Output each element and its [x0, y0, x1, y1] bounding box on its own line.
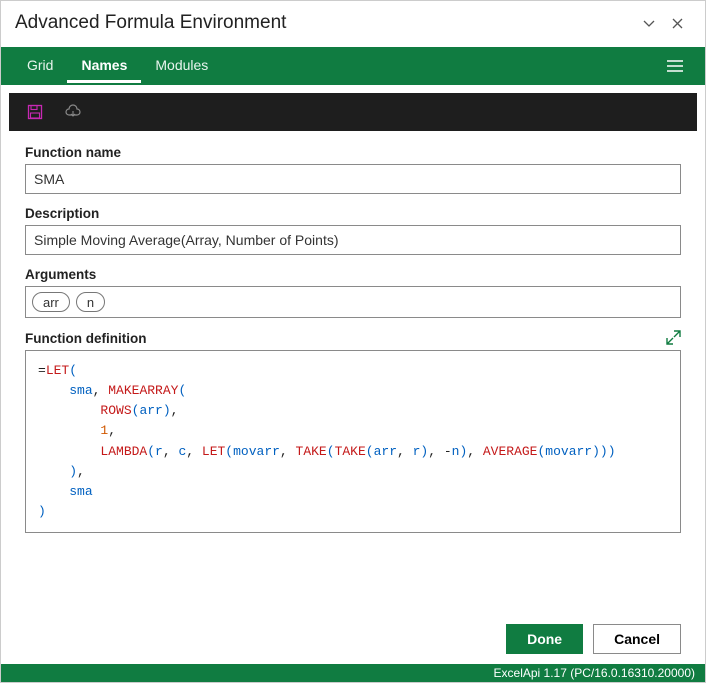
description-input[interactable] — [25, 225, 681, 255]
function-name-label: Function name — [25, 145, 681, 160]
close-button[interactable] — [663, 9, 691, 37]
button-row: Done Cancel — [9, 614, 697, 664]
function-name-input[interactable] — [25, 164, 681, 194]
save-button[interactable] — [17, 96, 53, 128]
description-label: Description — [25, 206, 681, 221]
minimize-button[interactable] — [635, 9, 663, 37]
status-bar: ExcelApi 1.17 (PC/16.0.16310.20000) — [1, 664, 705, 682]
description-field: Description — [25, 206, 681, 255]
cancel-button[interactable]: Cancel — [593, 624, 681, 654]
arguments-label: Arguments — [25, 267, 681, 282]
cloud-sync-button[interactable] — [55, 96, 91, 128]
chevron-down-icon — [642, 16, 656, 30]
argument-pill[interactable]: n — [76, 292, 105, 312]
panel-title: Advanced Formula Environment — [15, 12, 635, 34]
expand-button[interactable] — [666, 330, 681, 350]
definition-field: Function definition =LET( sma, MAKEARRAY… — [25, 330, 681, 533]
menu-button[interactable] — [657, 48, 693, 84]
definition-label: Function definition — [25, 331, 666, 346]
tab-names[interactable]: Names — [67, 49, 141, 83]
function-name-field: Function name — [25, 145, 681, 194]
argument-pill[interactable]: arr — [32, 292, 70, 312]
titlebar: Advanced Formula Environment — [1, 1, 705, 47]
save-icon — [27, 104, 43, 120]
form: Function name Description Arguments arrn… — [9, 131, 697, 614]
expand-icon — [666, 330, 681, 345]
definition-editor[interactable]: =LET( sma, MAKEARRAY( ROWS(arr), 1, LAMB… — [25, 350, 681, 533]
arguments-box[interactable]: arrn — [25, 286, 681, 318]
done-button[interactable]: Done — [506, 624, 583, 654]
hamburger-icon — [666, 59, 684, 73]
tab-bar: Grid Names Modules — [1, 47, 705, 85]
close-icon — [671, 17, 684, 30]
tab-modules[interactable]: Modules — [141, 49, 222, 83]
arguments-field: Arguments arrn — [25, 267, 681, 318]
tab-grid[interactable]: Grid — [13, 49, 67, 83]
cloud-sync-icon — [64, 104, 82, 120]
toolbar — [9, 93, 697, 131]
status-text: ExcelApi 1.17 (PC/16.0.16310.20000) — [494, 666, 695, 680]
